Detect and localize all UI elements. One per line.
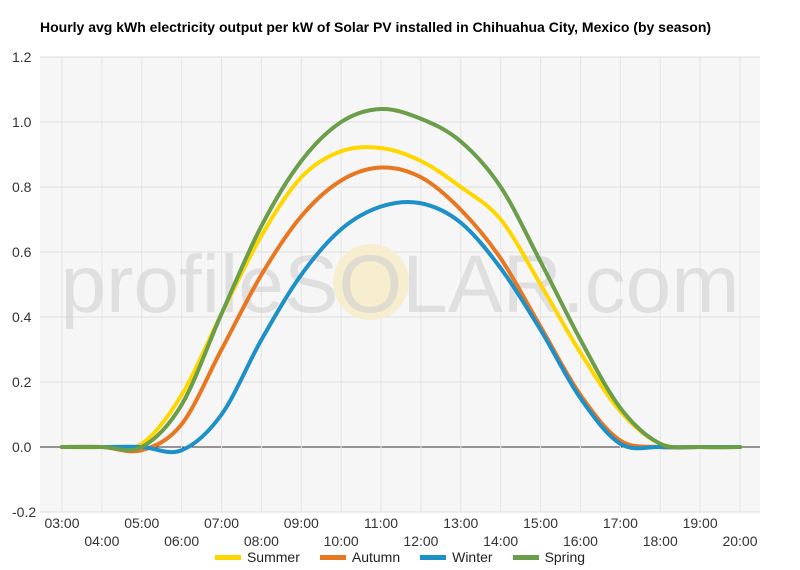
legend-swatch — [512, 554, 539, 560]
watermark-text: profileSOLAR.com — [60, 239, 739, 330]
y-tick-label: 0.4 — [12, 309, 32, 325]
x-tick-label: 17:00 — [603, 515, 638, 531]
x-tick-label: 03:00 — [44, 515, 79, 531]
x-tick-label: 14:00 — [483, 533, 518, 549]
y-tick-label: 0.6 — [12, 244, 32, 260]
chart-title: Hourly avg kWh electricity output per kW… — [40, 19, 712, 35]
x-tick-label: 12:00 — [403, 533, 438, 549]
legend-item-summer: Summer — [214, 549, 300, 565]
y-tick-label: 1.2 — [12, 49, 32, 65]
x-tick-label: 05:00 — [124, 515, 159, 531]
watermark-sun-icon — [333, 244, 409, 320]
x-tick-label: 04:00 — [84, 533, 119, 549]
series-line-spring — [60, 106, 742, 453]
y-tick-label: 0.0 — [12, 439, 32, 455]
watermark: profileSOLAR.com — [60, 239, 739, 330]
y-tick-label: 0.2 — [12, 374, 32, 390]
legend-label: Autumn — [351, 549, 401, 565]
chart-legend: Summer Autumn Winter Spring — [0, 549, 800, 565]
series-line-winter — [60, 199, 742, 455]
legend-item-spring: Spring — [512, 549, 586, 565]
y-tick-label: 0.8 — [12, 179, 32, 195]
x-tick-label: 06:00 — [164, 533, 199, 549]
legend-label: Winter — [452, 549, 493, 565]
x-tick-label: 20:00 — [722, 533, 757, 549]
legend-label: Spring — [544, 549, 586, 565]
x-tick-label: 19:00 — [683, 515, 718, 531]
x-tick-label: 16:00 — [563, 533, 598, 549]
legend-item-winter: Winter — [420, 549, 493, 565]
y-tick-label: -0.2 — [12, 504, 36, 520]
x-tick-label: 15:00 — [523, 515, 558, 531]
legend-label: Summer — [246, 549, 300, 565]
x-tick-label: 18:00 — [643, 533, 678, 549]
x-tick-label: 09:00 — [284, 515, 319, 531]
x-tick-label: 11:00 — [364, 515, 398, 531]
legend-swatch — [214, 554, 241, 560]
legend-swatch — [319, 554, 346, 560]
series-line-autumn — [60, 165, 742, 454]
y-tick-label: 1.0 — [12, 114, 32, 130]
x-tick-label: 13:00 — [443, 515, 478, 531]
legend-swatch — [420, 554, 447, 560]
legend-item-autumn: Autumn — [319, 549, 401, 565]
x-tick-label: 07:00 — [204, 515, 239, 531]
x-tick-label: 08:00 — [244, 533, 279, 549]
x-tick-label: 10:00 — [324, 533, 359, 549]
